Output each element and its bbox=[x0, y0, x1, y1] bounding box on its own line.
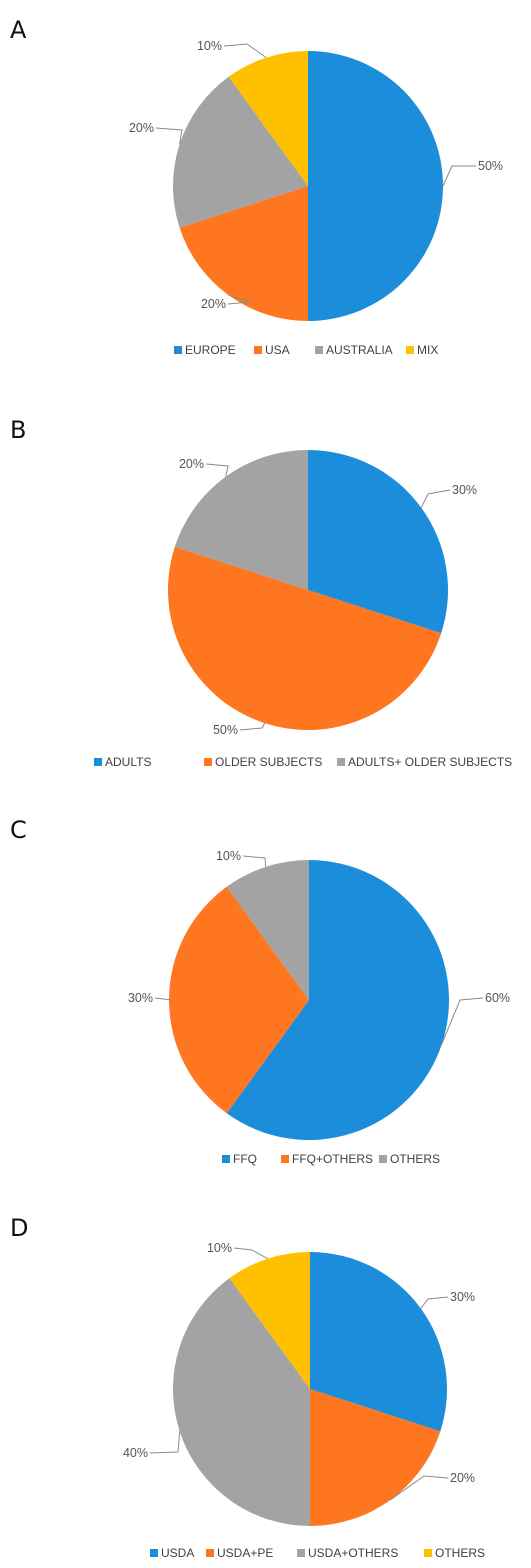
legend-label-usa: USA bbox=[265, 343, 290, 357]
legend-swatch bbox=[222, 1155, 230, 1163]
pie-slice-older-subjects bbox=[167, 546, 442, 731]
legend-swatch bbox=[150, 1549, 158, 1557]
legend-label-europe: EUROPE bbox=[185, 343, 236, 357]
legend-swatch bbox=[206, 1549, 214, 1557]
legend-swatch bbox=[297, 1549, 305, 1557]
data-label: 30% bbox=[450, 1290, 475, 1304]
leader-line bbox=[442, 165, 476, 187]
legend-swatch bbox=[254, 346, 262, 354]
pie-slice-usa bbox=[179, 186, 308, 321]
leader-line bbox=[149, 1431, 181, 1454]
pie-slice-ffq bbox=[226, 860, 450, 1140]
legend-label-adults: ADULTS bbox=[105, 755, 151, 769]
data-label: 20% bbox=[179, 457, 204, 471]
data-label: 30% bbox=[452, 483, 477, 497]
data-label: 20% bbox=[129, 121, 154, 135]
data-label: 20% bbox=[201, 297, 226, 311]
leader-line bbox=[223, 43, 267, 59]
panel-label-a: A bbox=[10, 16, 27, 44]
pie-slice-usda-pe bbox=[310, 1389, 441, 1526]
legend-swatch bbox=[379, 1155, 387, 1163]
pie-slice-others bbox=[229, 1252, 310, 1389]
leader-line bbox=[390, 1475, 449, 1501]
data-label: 10% bbox=[197, 39, 222, 53]
legend-swatch bbox=[281, 1155, 289, 1163]
legend-swatch bbox=[94, 758, 102, 766]
data-label: 10% bbox=[207, 1241, 232, 1255]
legend-label-adults-older-subjects: ADULTS+ OLDER SUBJECTS bbox=[348, 755, 512, 769]
legend-label-ffq-others: FFQ+OTHERS bbox=[292, 1152, 373, 1166]
legend-label-usda-pe: USDA+PE bbox=[217, 1546, 273, 1560]
legend-swatch bbox=[406, 346, 414, 354]
legend-label-usda-others: USDA+OTHERS bbox=[308, 1546, 398, 1560]
legend-label-older-subjects: OLDER SUBJECTS bbox=[215, 755, 322, 769]
data-label: 50% bbox=[478, 159, 503, 173]
legend-label-ffq: FFQ bbox=[233, 1152, 257, 1166]
pie-slice-adults bbox=[308, 450, 449, 634]
leader-line bbox=[154, 997, 173, 1001]
legend-label-others: OTHERS bbox=[390, 1152, 440, 1166]
pie-slice-ffq-others bbox=[169, 886, 309, 1114]
leader-line bbox=[441, 997, 484, 1044]
chart-panel-c: C 60% 30% 10% FFQ FFQ+OTHERS OTHERS bbox=[10, 816, 510, 1166]
leader-line bbox=[239, 722, 266, 731]
legend-label-usda: USDA bbox=[161, 1546, 194, 1560]
leader-line bbox=[205, 463, 229, 477]
chart-panel-d: D 30% 20% 40% 10% USDA USDA+PE USDA+OTHERS OTHE… bbox=[10, 1214, 485, 1560]
legend-swatch bbox=[315, 346, 323, 354]
data-label: 10% bbox=[216, 849, 241, 863]
leader-line bbox=[242, 855, 267, 867]
pie-slice-usda bbox=[310, 1252, 447, 1432]
legend-swatch bbox=[204, 758, 212, 766]
data-label: 60% bbox=[485, 991, 510, 1005]
pie-slice-adults-older-subjects bbox=[174, 450, 308, 590]
panel-label-b: B bbox=[10, 416, 26, 444]
legend-swatch bbox=[174, 346, 182, 354]
leader-line bbox=[420, 1296, 449, 1309]
data-label: 50% bbox=[213, 723, 238, 737]
leader-line bbox=[233, 1247, 268, 1260]
panel-label-d: D bbox=[10, 1214, 28, 1242]
legend-label-australia: AUSTRALIA bbox=[326, 343, 393, 357]
pie-slice-usda-others bbox=[172, 1278, 310, 1526]
pie-slice-mix bbox=[228, 51, 308, 186]
data-label: 40% bbox=[123, 1446, 148, 1460]
legend-label-mix: MIX bbox=[417, 343, 438, 357]
data-label: 20% bbox=[450, 1471, 475, 1485]
legend-label-others: OTHERS bbox=[435, 1546, 485, 1560]
pie-slice-europe bbox=[308, 51, 443, 321]
chart-panel-a: A 50% 20% 20% 10% EUROPE USA AUSTRALIA MIX bbox=[10, 16, 503, 357]
pie-slice-others bbox=[226, 860, 309, 1000]
leader-line bbox=[227, 294, 251, 305]
panel-label-c: C bbox=[10, 816, 27, 844]
leader-line bbox=[155, 127, 183, 145]
leader-line bbox=[420, 489, 451, 508]
legend-swatch bbox=[337, 758, 345, 766]
chart-panel-b: B 30% 50% 20% ADULTS OLDER SUBJECTS ADULTS+ O… bbox=[10, 416, 512, 769]
pie-slice-australia bbox=[173, 76, 308, 228]
data-label: 30% bbox=[128, 991, 153, 1005]
legend-swatch bbox=[424, 1549, 432, 1557]
